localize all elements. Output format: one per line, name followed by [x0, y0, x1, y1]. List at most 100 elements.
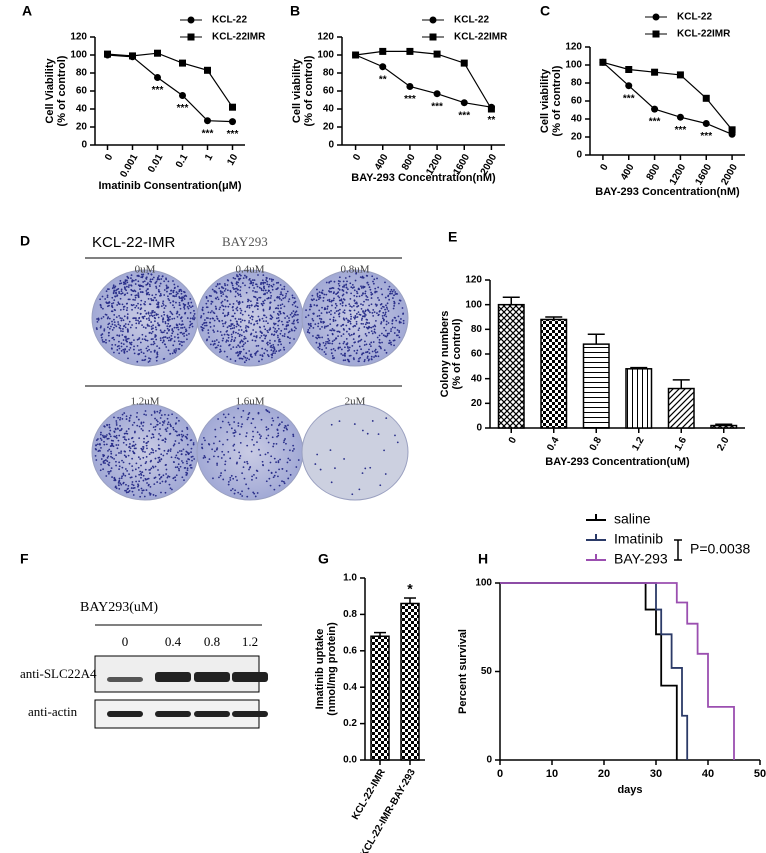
colony — [128, 348, 131, 351]
colony — [132, 348, 135, 351]
colony — [120, 345, 123, 348]
colony — [186, 433, 189, 436]
colony — [279, 349, 282, 351]
colony — [263, 325, 266, 328]
colony — [353, 309, 356, 312]
colony — [330, 309, 332, 312]
colony — [363, 360, 366, 363]
colony — [108, 340, 111, 342]
colony — [150, 325, 153, 328]
colony — [263, 285, 265, 288]
colony — [120, 349, 123, 352]
colony — [327, 342, 330, 345]
colony — [259, 326, 262, 329]
colony — [335, 293, 337, 295]
colony — [136, 294, 138, 297]
colony — [257, 412, 260, 415]
colony — [135, 304, 138, 307]
colony — [279, 304, 282, 307]
colony — [263, 314, 265, 317]
colony — [183, 307, 186, 310]
colony — [145, 478, 147, 481]
colony — [378, 299, 381, 301]
colony — [383, 314, 386, 317]
colony — [271, 288, 274, 291]
survival-curve — [500, 582, 735, 760]
y-tick-label: 0 — [328, 140, 334, 151]
colony — [340, 335, 343, 337]
colony — [186, 467, 189, 470]
colony — [170, 292, 172, 295]
colony — [177, 463, 180, 466]
colony — [262, 308, 265, 311]
colony — [150, 280, 153, 283]
colony — [230, 474, 233, 477]
colony — [266, 329, 269, 332]
colony — [227, 413, 230, 416]
point — [154, 74, 161, 81]
band — [194, 672, 230, 682]
colony — [110, 439, 113, 442]
colony — [128, 473, 130, 476]
colony — [95, 444, 97, 447]
colony — [149, 278, 152, 281]
y-tick-label: 100 — [70, 50, 87, 61]
colony — [127, 454, 130, 457]
significance: * — [407, 581, 413, 597]
colony — [99, 437, 102, 440]
colony — [137, 274, 140, 277]
colony — [137, 418, 140, 421]
colony — [145, 414, 147, 416]
colony — [125, 418, 128, 420]
colony — [368, 326, 371, 329]
colony — [357, 305, 360, 307]
colony — [329, 318, 332, 321]
colony — [391, 322, 394, 325]
colony — [224, 284, 227, 287]
colony — [111, 347, 113, 350]
band — [232, 711, 268, 717]
colony — [240, 309, 243, 312]
colony — [337, 313, 340, 316]
colony — [136, 411, 139, 414]
legend-marker — [652, 13, 660, 21]
colony — [393, 332, 396, 334]
colony — [165, 430, 168, 433]
colony — [233, 312, 236, 315]
colony — [364, 340, 366, 343]
colony — [402, 322, 405, 325]
point — [104, 50, 111, 58]
colony — [220, 295, 223, 297]
colony — [312, 335, 314, 337]
colony — [280, 307, 282, 310]
dose-label: 2uM — [345, 396, 366, 408]
colony — [211, 448, 214, 451]
colony — [385, 417, 388, 420]
colony — [391, 326, 394, 329]
colony — [166, 327, 169, 330]
colony — [205, 321, 208, 324]
colony — [187, 307, 190, 310]
colony — [350, 318, 352, 320]
colony — [343, 458, 345, 460]
colony — [233, 340, 236, 343]
y-tick-label: 80 — [76, 68, 88, 79]
colony — [396, 329, 399, 331]
point — [204, 66, 211, 74]
colony — [238, 457, 241, 460]
colony — [117, 444, 120, 446]
colony — [120, 319, 123, 322]
colony — [237, 354, 239, 357]
colony — [158, 456, 161, 459]
colony — [205, 324, 208, 327]
colony — [176, 310, 179, 313]
colony — [371, 332, 374, 335]
colony — [169, 423, 172, 426]
colony — [223, 283, 226, 285]
colony — [175, 416, 178, 419]
colony — [178, 433, 181, 436]
y-tick-label: 40 — [323, 104, 335, 115]
colony — [312, 326, 315, 329]
colony — [160, 315, 163, 317]
colony — [255, 302, 258, 304]
